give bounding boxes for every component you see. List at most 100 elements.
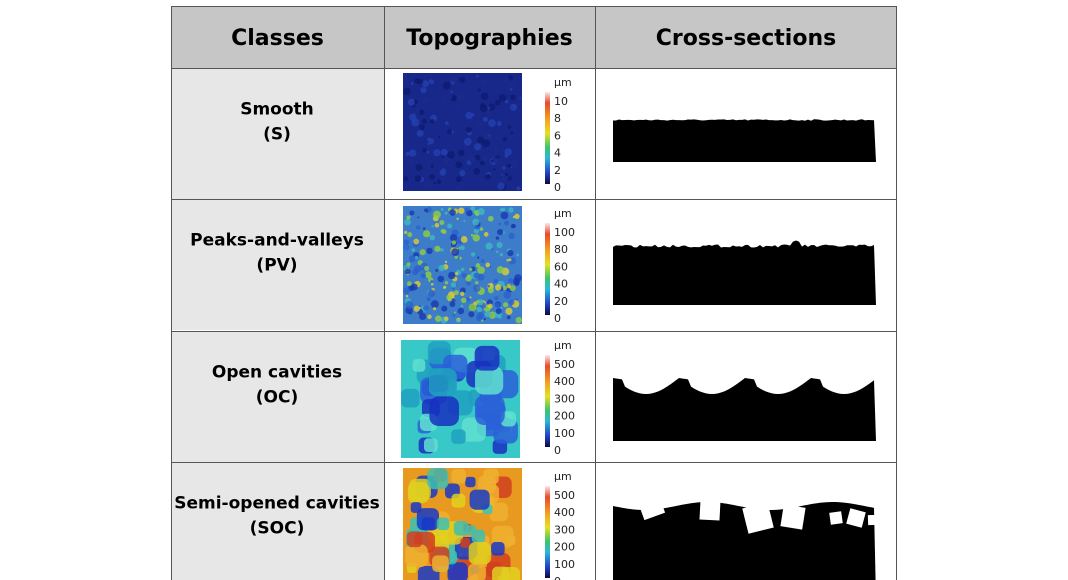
topo-feature bbox=[507, 163, 512, 168]
topo-feature bbox=[473, 284, 481, 292]
topo-feature bbox=[401, 388, 420, 408]
topo-feature bbox=[492, 566, 510, 580]
topo-feature bbox=[475, 366, 504, 395]
topo-feature bbox=[423, 180, 432, 188]
topo-feature bbox=[408, 255, 416, 263]
topo-feature bbox=[514, 281, 520, 287]
topo-feature bbox=[481, 154, 489, 162]
topo-feature bbox=[410, 283, 418, 291]
topo-feature bbox=[429, 234, 436, 241]
topo-feature bbox=[497, 228, 504, 236]
topo-feature bbox=[477, 311, 484, 319]
topo-feature bbox=[413, 305, 420, 312]
topo-feature bbox=[460, 297, 467, 304]
topo-feature bbox=[440, 248, 444, 252]
class-abbr: (OC) bbox=[256, 388, 298, 408]
topo-feature bbox=[476, 306, 482, 313]
topo-feature bbox=[434, 137, 438, 141]
topo-feature bbox=[429, 396, 459, 426]
topo-feature bbox=[421, 148, 427, 153]
topo-feature bbox=[404, 218, 411, 226]
topo-feature bbox=[463, 137, 472, 146]
topo-feature bbox=[489, 502, 508, 522]
topo-feature bbox=[404, 268, 411, 275]
topo-feature bbox=[434, 245, 441, 252]
topo-feature bbox=[442, 81, 451, 90]
topo-feature bbox=[479, 178, 484, 183]
topo-feature bbox=[460, 304, 464, 308]
topo-feature bbox=[441, 229, 447, 235]
topo-feature bbox=[519, 98, 522, 101]
topo-feature bbox=[440, 208, 444, 211]
topo-feature bbox=[500, 211, 509, 220]
topo-feature bbox=[423, 230, 431, 238]
table-row: Peaks-and-valleys (PV) µm 100 80 60 40 20 0 bbox=[171, 199, 876, 330]
topo-feature bbox=[447, 128, 453, 135]
topo-feature bbox=[448, 163, 453, 168]
topo-feature bbox=[437, 275, 445, 283]
colorbar bbox=[545, 355, 550, 447]
topo-feature bbox=[508, 299, 515, 306]
outer-border bbox=[171, 6, 897, 580]
topo-feature bbox=[475, 281, 479, 285]
topo-feature bbox=[505, 86, 510, 91]
topo-feature bbox=[497, 182, 505, 190]
topo-feature bbox=[413, 265, 422, 273]
topo-feature bbox=[519, 96, 522, 99]
colorbar-tick-label: 0 bbox=[554, 312, 561, 325]
topo-feature bbox=[493, 147, 499, 153]
cross-section-solid bbox=[613, 240, 876, 305]
colorbar-tick-label: 300 bbox=[554, 392, 575, 405]
topo-feature bbox=[509, 79, 517, 87]
topo-feature bbox=[477, 88, 481, 92]
topo-feature bbox=[406, 262, 411, 267]
topo-feature bbox=[403, 239, 410, 245]
topo-feature bbox=[405, 294, 409, 298]
topo-feature bbox=[458, 149, 465, 157]
topo-feature bbox=[466, 297, 471, 302]
class-name: Smooth bbox=[240, 100, 314, 120]
topo-feature bbox=[422, 80, 430, 88]
topo-feature bbox=[477, 256, 480, 259]
topo-feature bbox=[428, 143, 433, 148]
topo-feature bbox=[409, 478, 431, 501]
topo-feature bbox=[503, 291, 512, 299]
topo-feature bbox=[451, 468, 466, 484]
topo-feature bbox=[487, 215, 494, 222]
colorbar-tick-label: 10 bbox=[554, 95, 568, 108]
class-abbr: (S) bbox=[263, 125, 291, 145]
topo-feature bbox=[403, 73, 408, 78]
cross-section-solid bbox=[613, 374, 876, 441]
column-header: Cross-sections bbox=[656, 26, 836, 51]
topo-feature bbox=[477, 266, 485, 275]
topography-image bbox=[401, 340, 520, 458]
topo-feature bbox=[432, 555, 449, 573]
topo-feature bbox=[420, 273, 427, 279]
topo-feature bbox=[487, 103, 496, 111]
topo-feature bbox=[479, 227, 484, 231]
cavity bbox=[829, 511, 843, 525]
topo-feature bbox=[449, 301, 456, 308]
cross-section-solid bbox=[613, 119, 876, 162]
topo-feature bbox=[463, 219, 466, 223]
topo-feature bbox=[443, 285, 447, 289]
topo-feature bbox=[506, 284, 512, 289]
topo-feature bbox=[494, 302, 501, 308]
topo-feature bbox=[407, 232, 413, 238]
topo-feature bbox=[485, 262, 491, 268]
topo-feature bbox=[403, 87, 411, 96]
topo-feature bbox=[440, 148, 448, 156]
topo-feature bbox=[419, 124, 426, 131]
topo-feature bbox=[509, 88, 513, 91]
topo-feature bbox=[420, 86, 427, 94]
topo-feature bbox=[500, 173, 503, 176]
topo-feature bbox=[455, 161, 463, 169]
cross-section bbox=[613, 119, 876, 162]
topo-feature bbox=[408, 311, 413, 315]
topo-feature bbox=[444, 260, 448, 264]
topo-feature bbox=[495, 250, 499, 254]
topo-feature bbox=[498, 94, 507, 102]
colorbar-tick-label: 100 bbox=[554, 226, 575, 239]
topo-feature bbox=[426, 150, 430, 154]
topo-feature bbox=[417, 78, 424, 85]
